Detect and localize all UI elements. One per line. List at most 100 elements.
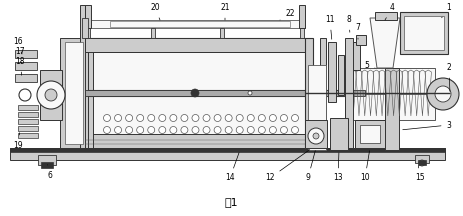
Circle shape <box>203 114 210 121</box>
Circle shape <box>159 127 166 133</box>
Circle shape <box>191 89 199 97</box>
Bar <box>65 42 83 144</box>
Text: 14: 14 <box>225 153 239 183</box>
Bar <box>18 133 38 138</box>
Circle shape <box>192 114 199 121</box>
Circle shape <box>114 114 122 121</box>
Text: 12: 12 <box>265 150 310 183</box>
Bar <box>328 42 336 102</box>
Bar <box>404 16 444 50</box>
Circle shape <box>281 127 288 133</box>
Circle shape <box>170 127 177 133</box>
Circle shape <box>137 127 144 133</box>
Bar <box>15 50 37 58</box>
Bar <box>418 160 426 165</box>
Bar <box>18 105 38 110</box>
Bar <box>308 65 326 150</box>
Circle shape <box>258 114 265 121</box>
Bar <box>375 12 397 20</box>
Bar <box>82 18 88 38</box>
Text: 17: 17 <box>15 48 25 63</box>
Circle shape <box>236 114 243 121</box>
Text: 21: 21 <box>220 3 230 20</box>
Bar <box>85 20 305 28</box>
Circle shape <box>114 127 122 133</box>
Text: 4: 4 <box>385 3 394 20</box>
Circle shape <box>192 127 199 133</box>
Bar <box>220 28 224 38</box>
Circle shape <box>148 114 155 121</box>
Text: 1: 1 <box>442 3 451 18</box>
Text: 11: 11 <box>325 16 335 39</box>
Bar <box>360 125 380 143</box>
Circle shape <box>45 89 57 101</box>
Text: 16: 16 <box>13 38 23 54</box>
Bar <box>85 38 305 52</box>
Text: 2: 2 <box>447 64 451 91</box>
Bar <box>40 70 62 120</box>
Circle shape <box>248 91 252 95</box>
Circle shape <box>104 114 111 121</box>
Bar <box>345 38 353 148</box>
Circle shape <box>214 114 221 121</box>
Text: 19: 19 <box>13 133 23 149</box>
Bar <box>38 155 56 165</box>
Circle shape <box>427 78 459 110</box>
Bar <box>300 28 304 38</box>
Circle shape <box>225 114 232 121</box>
Circle shape <box>125 127 132 133</box>
Circle shape <box>159 114 166 121</box>
Bar <box>305 38 313 148</box>
Bar <box>18 119 38 124</box>
Circle shape <box>214 127 221 133</box>
Bar <box>110 21 290 27</box>
Bar <box>60 38 88 148</box>
Text: 22: 22 <box>280 10 295 20</box>
Circle shape <box>148 127 155 133</box>
Bar <box>356 35 366 45</box>
Circle shape <box>308 128 324 144</box>
Text: 13: 13 <box>333 153 343 183</box>
Text: 10: 10 <box>360 151 370 183</box>
Text: 3: 3 <box>403 121 451 130</box>
Bar <box>345 68 435 120</box>
Circle shape <box>292 127 299 133</box>
Circle shape <box>236 127 243 133</box>
Polygon shape <box>370 18 400 68</box>
Text: 8: 8 <box>347 16 351 32</box>
Circle shape <box>258 127 265 133</box>
Text: 9: 9 <box>306 151 315 183</box>
Bar <box>151 28 155 38</box>
Circle shape <box>181 127 188 133</box>
Circle shape <box>203 127 210 133</box>
Bar <box>85 38 305 52</box>
Circle shape <box>247 114 254 121</box>
Circle shape <box>137 114 144 121</box>
Text: 6: 6 <box>48 165 52 179</box>
Circle shape <box>269 127 276 133</box>
Bar <box>18 112 38 117</box>
Bar <box>41 162 53 168</box>
Circle shape <box>269 114 276 121</box>
Circle shape <box>435 86 451 102</box>
Text: 7: 7 <box>356 24 360 39</box>
Circle shape <box>247 127 254 133</box>
Circle shape <box>104 127 111 133</box>
Circle shape <box>313 133 319 139</box>
Circle shape <box>19 89 31 101</box>
Circle shape <box>281 114 288 121</box>
Circle shape <box>170 114 177 121</box>
Bar <box>10 148 445 160</box>
Circle shape <box>181 114 188 121</box>
Bar <box>299 5 305 28</box>
Circle shape <box>292 114 299 121</box>
Text: 5: 5 <box>364 60 375 70</box>
Text: 18: 18 <box>15 57 25 75</box>
Bar <box>18 126 38 131</box>
Bar <box>355 120 385 148</box>
Text: 图1: 图1 <box>224 197 238 207</box>
Bar <box>85 5 91 28</box>
Circle shape <box>37 81 65 109</box>
Bar <box>415 155 429 163</box>
Bar <box>85 134 305 148</box>
